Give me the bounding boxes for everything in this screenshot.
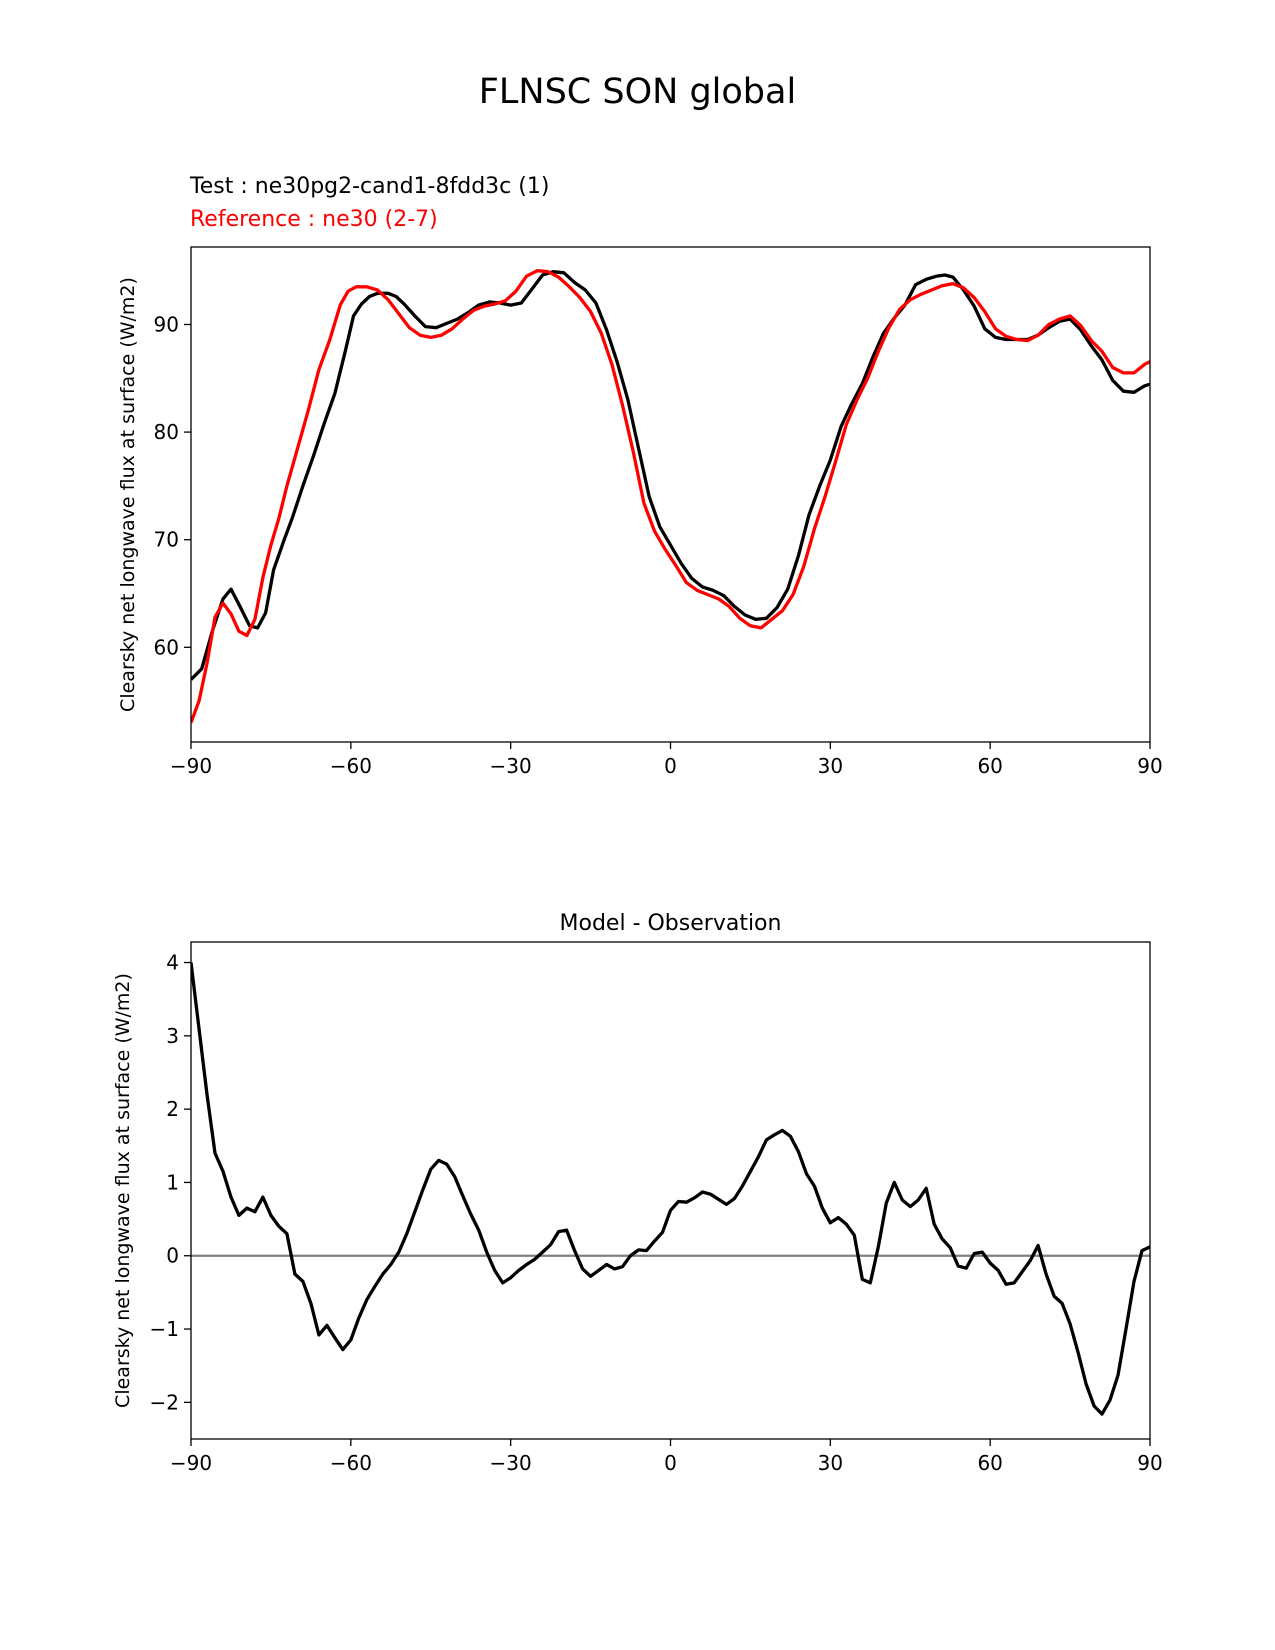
bottom-axes-frame <box>190 941 1151 1440</box>
top-x-tick-label: −90 <box>170 754 212 778</box>
figure-title: FLNSC SON global <box>478 72 797 112</box>
bottom-x-tick-label: 30 <box>818 1451 843 1475</box>
bottom-x-tick-label: −60 <box>330 1451 372 1475</box>
top-x-tick-label: 60 <box>977 754 1002 778</box>
top-y-tick-label: 80 <box>154 420 179 444</box>
top-x-tick-label: −30 <box>490 754 532 778</box>
top-x-tick-label: −60 <box>330 754 372 778</box>
bottom-y-tick-label: 2 <box>166 1097 179 1121</box>
top-series-line-1 <box>191 269 1150 724</box>
bottom-panel-title: Model - Observation <box>560 911 782 936</box>
top-y-axis-label: Clearsky net longwave flux at surface (W… <box>117 277 139 712</box>
top-x-tick-label: 0 <box>664 754 677 778</box>
top-y-tick-label: 60 <box>154 635 179 659</box>
bottom-x-tick-label: 60 <box>977 1451 1002 1475</box>
top-x-tick-label: 30 <box>818 754 843 778</box>
test-legend-label: Test : ne30pg2-cand1-8fdd3c (1) <box>190 174 550 199</box>
bottom-x-tick-label: −30 <box>490 1451 532 1475</box>
bottom-y-tick-label: 0 <box>166 1244 179 1268</box>
bottom-y-tick-label: −2 <box>150 1390 179 1414</box>
top-y-tick-label: 90 <box>154 312 179 336</box>
bottom-x-tick-label: 90 <box>1137 1451 1162 1475</box>
top-y-tick-label: 70 <box>154 528 179 552</box>
reference-legend-label: Reference : ne30 (2-7) <box>190 207 438 232</box>
top-x-tick-label: 90 <box>1137 754 1162 778</box>
bottom-series-line-0 <box>191 962 1150 1416</box>
bottom-x-tick-label: 0 <box>664 1451 677 1475</box>
bottom-y-axis-label: Clearsky net longwave flux at surface (W… <box>112 973 134 1408</box>
bottom-y-tick-label: 4 <box>166 951 179 975</box>
top-series-line-0 <box>191 270 1150 681</box>
bottom-x-tick-label: −90 <box>170 1451 212 1475</box>
bottom-y-tick-label: −1 <box>150 1317 179 1341</box>
bottom-y-tick-label: 1 <box>166 1170 179 1194</box>
bottom-y-tick-label: 3 <box>166 1024 179 1048</box>
